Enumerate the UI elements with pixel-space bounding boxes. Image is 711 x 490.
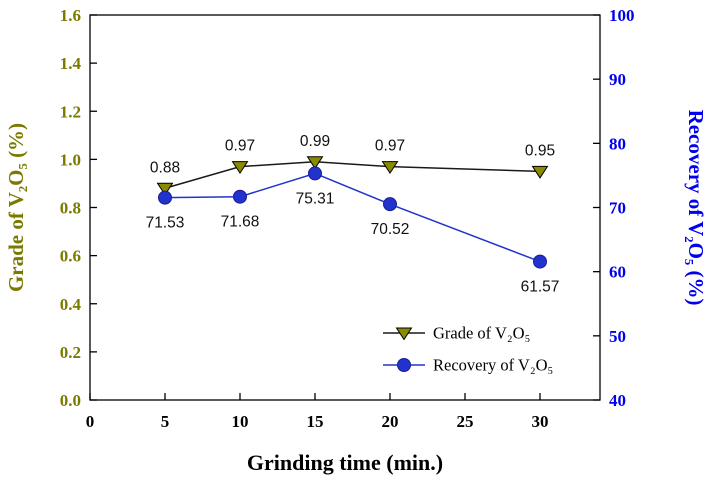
point-label: 0.97 — [225, 138, 255, 155]
point-label: 0.88 — [150, 159, 180, 176]
point-label: 0.95 — [525, 142, 555, 159]
y-left-tick-label: 0.2 — [60, 343, 81, 362]
triangle-marker — [306, 156, 324, 170]
point-label: 70.52 — [371, 221, 410, 238]
legend: Grade of V₂O₅ Recovery of V₂O₅ — [383, 324, 553, 375]
y-left-tick-label: 1.4 — [60, 54, 82, 73]
circle-marker — [308, 166, 322, 181]
triangle-marker — [231, 161, 249, 175]
circle-marker — [533, 254, 547, 269]
point-label: 61.57 — [521, 279, 560, 296]
circle-marker — [397, 358, 411, 372]
y-right-tick-label: 80 — [609, 134, 626, 153]
x-axis: 0 5 10 15 20 25 30 — [86, 393, 549, 431]
y-axis-left: 0.0 0.2 0.4 0.6 0.8 1.0 1.2 1.4 1.6 — [60, 6, 97, 410]
x-tick-label: 20 — [382, 412, 399, 431]
y-axis-left-title: Grade of V₂O₅ (%) — [4, 123, 28, 292]
y-left-tick-label: 1.2 — [60, 102, 81, 121]
legend-label: Recovery of V₂O₅ — [433, 356, 553, 375]
y-right-tick-label: 70 — [609, 199, 626, 218]
y-right-tick-label: 90 — [609, 70, 626, 89]
series-recovery: 71.53 71.68 75.31 70.52 61.57 — [146, 166, 560, 296]
x-axis-title: Grinding time (min.) — [247, 450, 443, 475]
y-left-tick-label: 0.4 — [60, 295, 82, 314]
y-left-tick-label: 0.6 — [60, 247, 81, 266]
x-tick-label: 30 — [532, 412, 549, 431]
y-left-tick-label: 0.8 — [60, 199, 81, 218]
y-axis-right: 40 50 60 70 80 90 100 — [593, 6, 635, 410]
legend-item-recovery: Recovery of V₂O₅ — [383, 356, 553, 375]
y-right-tick-label: 60 — [609, 263, 626, 282]
circle-marker — [233, 189, 247, 204]
legend-item-grade: Grade of V₂O₅ — [383, 324, 530, 343]
triangle-marker — [381, 161, 399, 175]
plot-root: 0 5 10 15 20 25 30 0.0 0.2 0.4 0.6 0.8 1.0 1.2 1.4 1.6 4… — [4, 6, 708, 475]
series-grade: 0.88 0.97 0.99 0.97 0.95 — [150, 133, 555, 196]
y-right-tick-label: 100 — [609, 6, 635, 25]
circle-marker — [383, 197, 397, 212]
triangle-marker — [156, 182, 174, 196]
point-label: 71.53 — [146, 215, 185, 232]
circle-marker — [158, 190, 172, 205]
x-tick-label: 25 — [457, 412, 474, 431]
y-left-tick-label: 1.6 — [60, 6, 81, 25]
y-left-tick-label: 0.0 — [60, 391, 81, 410]
x-tick-label: 0 — [86, 412, 95, 431]
legend-label: Grade of V₂O₅ — [433, 324, 530, 343]
x-tick-label: 15 — [307, 412, 324, 431]
point-label: 75.31 — [296, 190, 335, 207]
triangle-marker — [531, 165, 549, 179]
x-tick-label: 10 — [232, 412, 249, 431]
y-left-tick-label: 1.0 — [60, 150, 81, 169]
y-right-tick-label: 50 — [609, 327, 626, 346]
series-line — [164, 161, 541, 189]
y-axis-right-title: Recovery of V₂O₅ (%) — [684, 110, 708, 306]
triangle-marker — [395, 327, 413, 341]
point-label: 0.99 — [300, 133, 330, 150]
y-right-tick-label: 40 — [609, 391, 626, 410]
point-label: 71.68 — [221, 214, 260, 231]
x-tick-label: 5 — [161, 412, 170, 431]
point-label: 0.97 — [375, 138, 405, 155]
